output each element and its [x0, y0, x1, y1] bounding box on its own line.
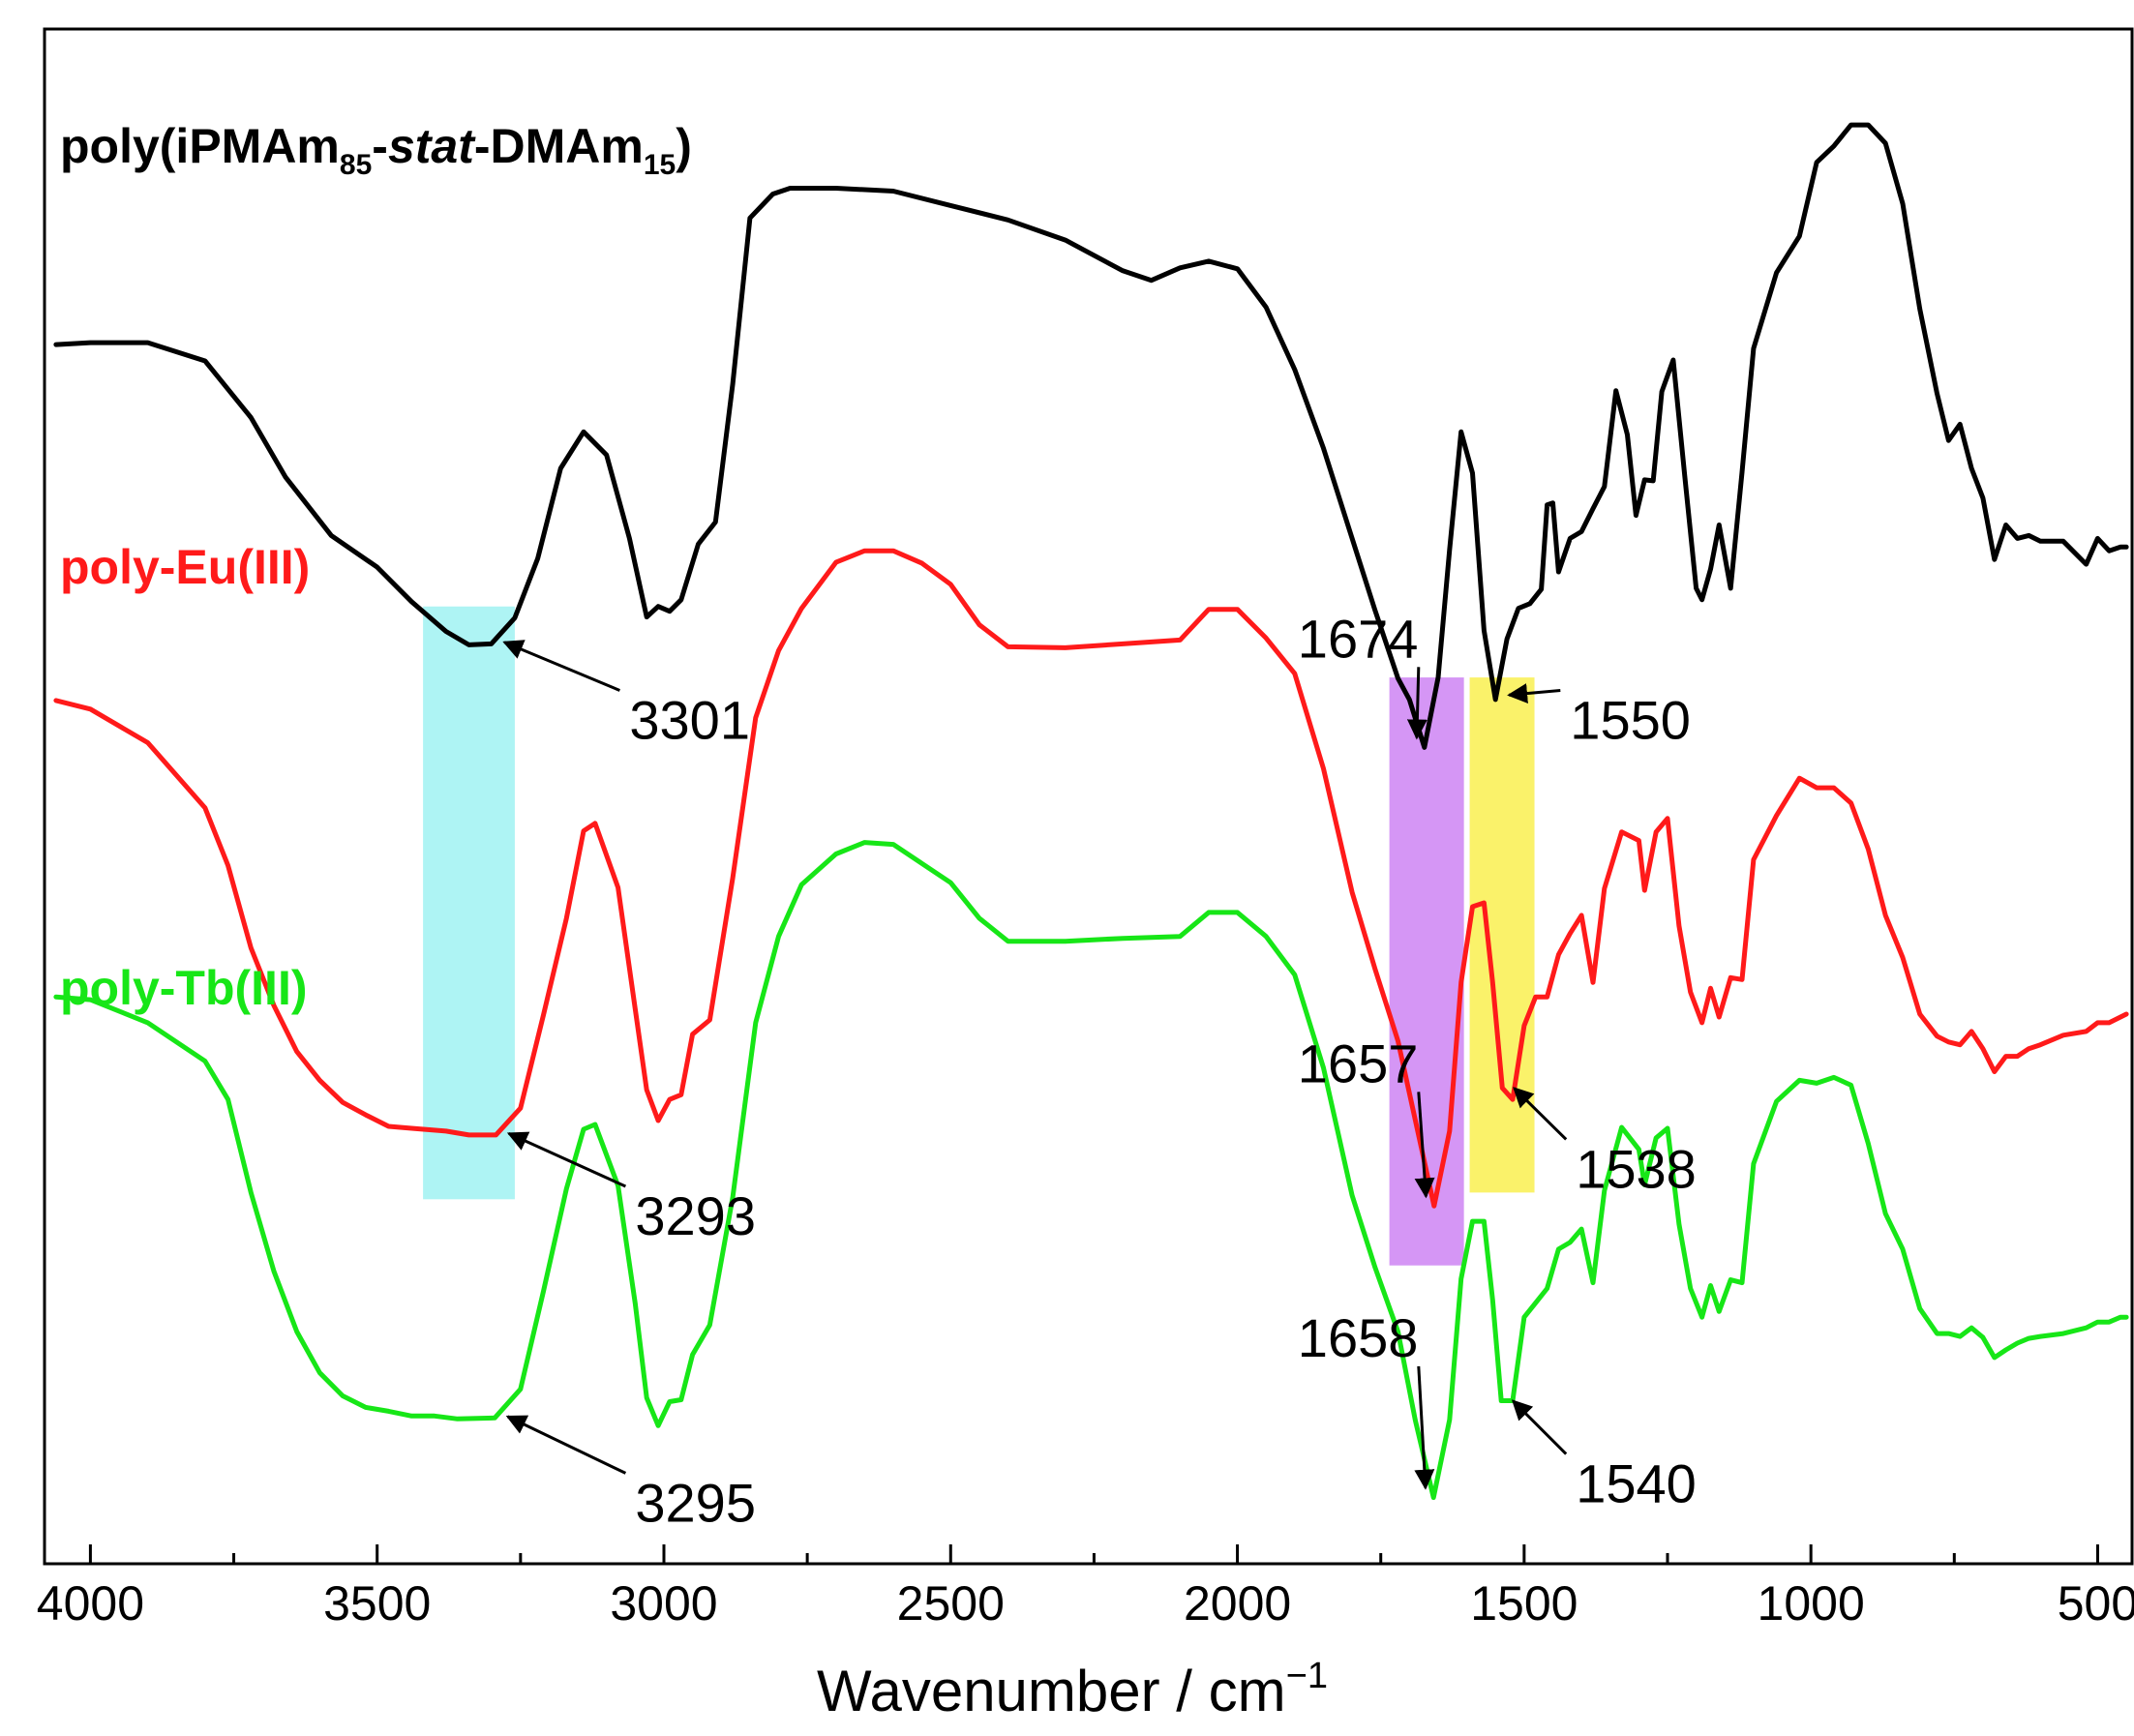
series-line-1 — [53, 548, 2129, 1209]
series-label-italic: stat — [388, 119, 476, 173]
x-tick-label: 500 — [2058, 1576, 2134, 1631]
x-axis-title-superscript: −1 — [1286, 1656, 1328, 1696]
peak-label-3295: 3295 — [635, 1472, 756, 1533]
peak-label-1550: 1550 — [1570, 690, 1691, 751]
series-line-2 — [53, 840, 2129, 1501]
x-axis-title: Wavenumber / cm−1 — [817, 1656, 1328, 1723]
x-tick-label: 1000 — [1758, 1576, 1865, 1631]
peak-arrow — [1513, 1087, 1568, 1141]
x-axis-title-text: Wavenumber / cm — [817, 1659, 1286, 1723]
peak-label-1538: 1538 — [1576, 1138, 1697, 1199]
highlight-bands — [423, 606, 1535, 1266]
series-label-part: -DMAm — [474, 119, 644, 173]
plot-frame — [43, 27, 2134, 1566]
band-yellow — [1469, 677, 1535, 1193]
series-line-0 — [53, 122, 2129, 750]
x-tick-label: 3500 — [323, 1576, 431, 1631]
peak-label-1540: 1540 — [1576, 1453, 1697, 1514]
series-label-poly-tb: poly-Tb(III) — [60, 961, 308, 1015]
peak-label-1658: 1658 — [1298, 1307, 1419, 1368]
series-label-poly-ipmam: poly(iPMAm85-stat-DMAm15) — [60, 119, 692, 181]
x-tick-label: 2000 — [1184, 1576, 1291, 1631]
x-tick-label: 4000 — [37, 1576, 144, 1631]
x-axis-ticks: 4000 3500 3000 2500 2000 1500 1000 500 — [37, 1544, 2134, 1631]
series-label-poly-eu: poly-Eu(III) — [60, 540, 310, 594]
x-tick-label: 3000 — [610, 1576, 717, 1631]
peak-arrow — [1507, 683, 1561, 704]
peak-label-3293: 3293 — [635, 1185, 756, 1246]
peak-arrow — [1406, 667, 1428, 740]
spectra-layer — [53, 122, 2129, 1501]
series-label-part: ) — [676, 119, 692, 173]
peak-arrow — [1511, 1399, 1568, 1455]
peak-label-3301: 3301 — [629, 690, 750, 751]
x-tick-label: 2500 — [897, 1576, 1005, 1631]
series-label-subscript: 85 — [340, 149, 372, 181]
series-label-part: - — [372, 119, 388, 173]
peak-arrow — [1414, 1092, 1435, 1199]
series-label-subscript: 15 — [644, 149, 676, 181]
peak-arrow — [502, 640, 620, 692]
peak-annotations: 3301 3293 3295 1674 1657 1658 1550 1538 1540 — [502, 608, 1697, 1533]
peak-arrow — [505, 1415, 627, 1475]
peak-arrow — [1414, 1365, 1435, 1490]
series-label-part: poly(iPMAm — [60, 119, 340, 173]
peak-label-1657: 1657 — [1298, 1033, 1419, 1093]
band-cyan — [423, 606, 515, 1200]
x-tick-label: 1500 — [1470, 1576, 1578, 1631]
peak-label-1674: 1674 — [1298, 608, 1419, 669]
peak-arrow — [506, 1131, 627, 1188]
